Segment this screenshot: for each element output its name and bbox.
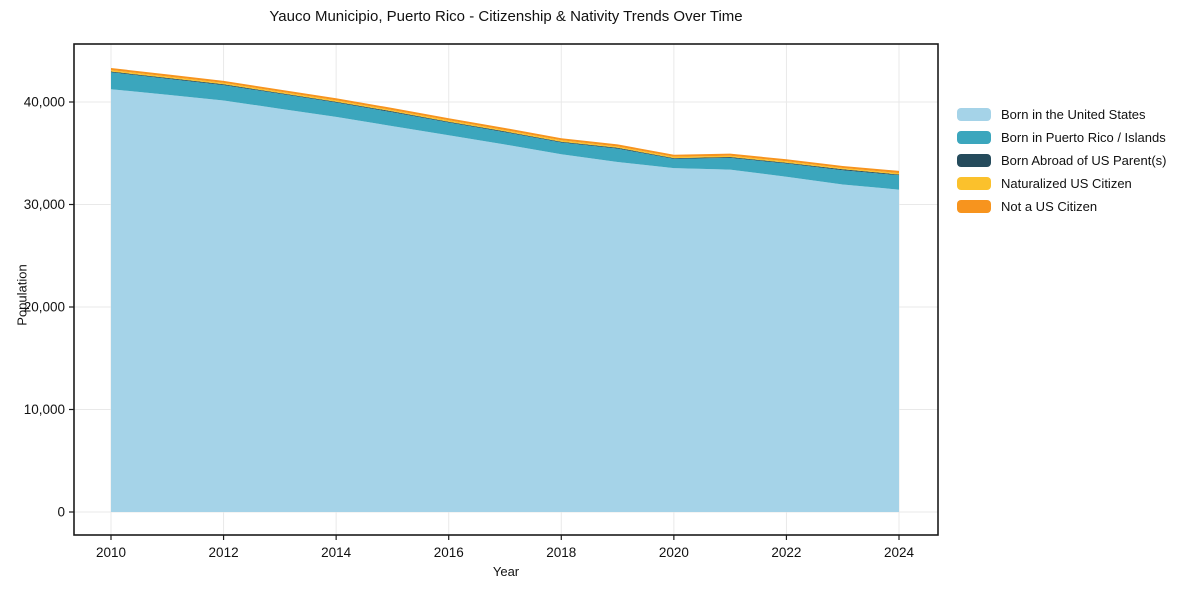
x-tick-label: 2018 [546,545,576,560]
y-tick-label: 0 [57,505,65,520]
area-born-in-us [111,89,899,512]
y-tick-label: 10,000 [24,402,65,417]
legend-item-born-in-pr-islands: Born in Puerto Rico / Islands [957,126,1166,149]
area-naturalized-citizen [111,70,899,175]
x-tick-label: 2010 [96,545,126,560]
legend-swatch-born-abroad [957,154,991,167]
legend-swatch-not-us-citizen [957,200,991,213]
x-tick-label: 2016 [434,545,464,560]
y-tick-label: 40,000 [24,95,65,110]
legend-label: Born in the United States [1001,107,1146,122]
legend-item-naturalized: Naturalized US Citizen [957,172,1166,195]
legend-item-born-in-us: Born in the United States [957,103,1166,126]
legend-item-not-us-citizen: Not a US Citizen [957,195,1166,218]
legend-label: Born Abroad of US Parent(s) [1001,153,1167,168]
area-born-abroad-us-parents [111,71,899,176]
area-born-in-pr-islands [111,72,899,190]
x-tick-label: 2022 [771,545,801,560]
legend-swatch-born-in-pr-islands [957,131,991,144]
y-tick-label: 20,000 [24,300,65,315]
legend-swatch-naturalized [957,177,991,190]
legend-item-born-abroad: Born Abroad of US Parent(s) [957,149,1166,172]
x-tick-label: 2012 [209,545,239,560]
legend-label: Naturalized US Citizen [1001,176,1132,191]
x-axis-label: Year [492,564,520,579]
legend-swatch-born-in-us [957,108,991,121]
chart-title: Yauco Municipio, Puerto Rico - Citizensh… [269,8,743,25]
x-tick-label: 2014 [321,545,352,560]
y-axis-label: Population [14,264,30,326]
area-not-us-citizen [111,68,899,174]
legend-label: Not a US Citizen [1001,199,1098,214]
x-tick-label: 2020 [659,545,689,560]
y-tick-label: 30,000 [24,197,65,212]
plot-border [73,43,939,536]
x-tick-label: 2024 [884,545,915,560]
legend: Born in the United States Born in Puerto… [957,103,1166,218]
legend-label: Born in Puerto Rico / Islands [1001,130,1166,145]
